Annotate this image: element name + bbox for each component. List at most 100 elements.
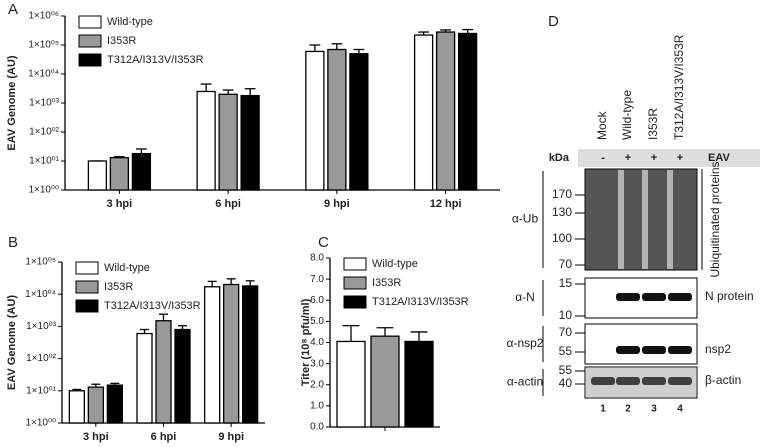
y-tick-label: 1×10⁰¹ [29,156,60,167]
bar [109,157,130,191]
legend-label: Wild-type [104,262,150,274]
y-axis-label: EAV Genome (AU) [6,55,18,150]
legend-label: T312A/I313V/I353R [104,300,201,312]
band [591,377,615,385]
panel-letter: B [8,234,18,251]
x-tick-label: 12 hpi [430,198,462,210]
treatment: + [677,152,683,164]
band [642,293,666,301]
lane-streak [667,170,673,269]
legend-swatch [75,299,99,313]
bar [68,390,85,424]
treatment: + [625,152,631,164]
legend-swatch [343,295,367,309]
y-tick-label: 1×10⁰² [26,353,57,364]
mw-marker: 130 [552,205,572,219]
legend-swatch [78,53,102,67]
y-tick-label: 3.0 [310,358,324,369]
bar [435,31,456,191]
actin-bg [586,368,696,397]
band [668,346,692,354]
bar [131,152,152,191]
bar [242,285,259,424]
bar [204,286,221,424]
y-tick-label: 6.0 [310,295,324,306]
mw-marker: 170 [552,187,572,201]
y-tick-label: 1×10⁰⁵ [28,40,59,51]
legend-label: I353R [107,35,136,47]
bar [174,328,191,424]
band [616,346,640,354]
treatment-bar [578,149,760,167]
mw-marker: 55 [559,344,573,358]
band [642,377,666,385]
bar [327,48,347,191]
row-label: β-actin [705,373,741,387]
legend-label: Wild-type [107,16,153,28]
y-axis-label: EAV Genome (AU) [6,295,18,390]
bar [223,283,240,424]
kda-label: kDa [549,152,570,164]
mw-marker: 70 [559,325,573,339]
bar [336,340,366,428]
smear [586,170,696,269]
y-tick-label: 0.0 [310,422,324,433]
y-tick-label: 5.0 [310,316,324,327]
legend-swatch [78,15,102,29]
bar [136,332,153,424]
y-tick-label: 1×10⁰⁰ [28,185,59,196]
bar [87,386,104,424]
bar [196,90,216,191]
x-tick-label: 6 hpi [151,431,177,443]
lane-number: 2 [625,404,631,415]
mw-marker: 55 [559,363,573,377]
legend-label: T312A/I313V/I353R [107,54,204,66]
legend-swatch [343,276,367,290]
mw-marker: 15 [559,276,573,290]
mw-marker: 10 [559,308,573,322]
y-axis-label: Titer (10⁸ pfu/ml) [300,298,312,386]
panel-letter: C [318,234,329,251]
legend-swatch [75,261,99,275]
treatment: + [651,152,657,164]
x-tick-label: 3 hpi [83,431,109,443]
blot-frame [584,323,698,365]
lane-label: Wild-type [620,90,634,140]
mw-marker: 40 [559,376,573,390]
lane-streak [618,170,624,269]
x-tick-label: 9 hpi [324,198,350,210]
band [616,293,640,301]
legend-label: Wild-type [372,258,418,270]
mw-marker: 70 [559,257,573,271]
legend-swatch [78,34,102,48]
lane-streak [642,170,648,269]
legend-label: T312A/I313V/I353R [372,296,469,308]
x-tick-label: 3 hpi [107,198,133,210]
bar [305,50,325,191]
bar [413,34,434,191]
bar [218,93,238,191]
bar [457,32,478,191]
band [668,377,692,385]
y-tick-label: 1×10⁰⁶ [28,11,59,22]
antibody-label: α-actin [507,375,543,389]
bar [106,384,123,424]
band [642,346,666,354]
bar [370,335,400,428]
y-tick-label: 1.0 [310,401,324,412]
x-tick-label: 9 hpi [218,431,244,443]
lane-number: 1 [600,404,606,415]
x-tick-label: 6 hpi [215,198,241,210]
y-tick-label: 1×10⁰³ [26,321,57,332]
antibody-label: α-Ub [512,212,539,226]
legend-swatch [343,257,367,271]
panel-letter: A [8,1,18,18]
bar [155,320,172,424]
y-tick-label: 8.0 [310,253,324,264]
lane-label: T312A/I313V/I353R [672,34,686,140]
band [668,293,692,301]
lane-number: 3 [651,404,657,415]
lane-label: I353R [646,108,660,140]
y-tick-label: 1×10⁰³ [29,98,60,109]
bar [404,340,434,428]
